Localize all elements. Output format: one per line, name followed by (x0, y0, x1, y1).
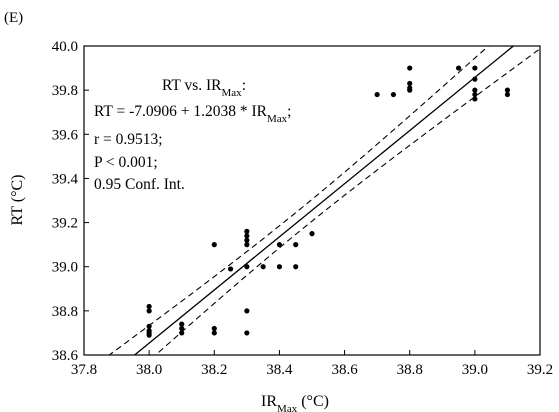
annotation-line-3: r = 0.9513; (94, 131, 163, 148)
data-point (455, 65, 462, 71)
y-tick-label: 39.4 (52, 171, 79, 187)
data-point (472, 76, 478, 82)
data-point (179, 325, 185, 332)
regression-line (133, 46, 515, 355)
x-tick-label: 39.2 (527, 362, 553, 378)
data-point (374, 91, 380, 98)
data-point (146, 308, 152, 314)
y-axis-ticks: 38.6 38.8 39.0 39.2 39.4 39.6 39.8 40.0 (52, 39, 89, 364)
data-point (244, 264, 250, 270)
data-point (244, 308, 250, 314)
data-point (146, 303, 152, 310)
data-point (211, 242, 217, 248)
data-point (472, 65, 478, 71)
data-point (407, 80, 413, 87)
x-tick-label: 38.0 (136, 362, 162, 378)
data-point (244, 242, 250, 248)
data-point (179, 330, 185, 336)
y-tick-label: 39.0 (52, 260, 78, 276)
y-tick-label: 39.2 (52, 216, 78, 232)
data-points-group (146, 65, 511, 338)
data-point (309, 231, 315, 237)
annotation-line-2: RT = -7.0906 + 1.2038 * IRMax; (94, 103, 291, 125)
y-tick-label: 39.6 (52, 127, 79, 143)
data-point (244, 237, 250, 243)
x-tick-label: 38.8 (397, 362, 423, 378)
x-tick-label: 39.0 (462, 362, 488, 378)
x-axis-label: IRMax (°C) (261, 393, 329, 412)
x-tick-label: 38.4 (266, 362, 293, 378)
y-tick-label: 38.6 (52, 348, 79, 364)
data-point (390, 91, 397, 98)
y-tick-label: 38.8 (52, 304, 78, 320)
data-point (504, 87, 511, 93)
annotation-line-1: RT vs. IRMax: (162, 77, 246, 99)
annotation-line-4: P < 0.001; (94, 154, 158, 171)
data-point (211, 325, 217, 332)
confidence-band-lower (154, 48, 540, 355)
data-point (244, 228, 250, 234)
y-tick-label: 39.8 (52, 83, 78, 99)
data-point (211, 330, 217, 336)
data-point (276, 242, 283, 248)
data-point (472, 96, 478, 102)
data-point (407, 87, 413, 93)
data-point (293, 242, 299, 248)
y-axis-label: RT (°C) (9, 175, 26, 226)
x-tick-label: 37.8 (71, 362, 97, 378)
x-tick-label: 38.2 (201, 362, 227, 378)
data-point (293, 264, 299, 270)
data-point (244, 233, 250, 239)
data-point (146, 332, 152, 338)
data-point (244, 330, 250, 336)
confidence-band-upper (108, 46, 490, 355)
data-point (472, 87, 478, 93)
confidence-band-group (108, 46, 540, 355)
data-point (276, 264, 283, 270)
x-tick-label: 38.6 (331, 362, 358, 378)
data-point (407, 65, 413, 71)
plot-frame (83, 45, 541, 356)
data-point (504, 91, 511, 98)
data-point (472, 91, 478, 98)
panel-label: (E) (4, 10, 23, 26)
y-tick-label: 40.0 (52, 39, 78, 55)
data-point (260, 264, 266, 270)
data-point (179, 321, 185, 327)
data-point (146, 323, 152, 329)
annotation-line-5: 0.95 Conf. Int. (94, 176, 185, 193)
regression-line-group (133, 46, 515, 355)
data-point (227, 266, 234, 272)
x-axis-ticks: 37.8 38.0 38.2 38.4 38.6 38.8 39.0 39.2 (71, 350, 553, 378)
